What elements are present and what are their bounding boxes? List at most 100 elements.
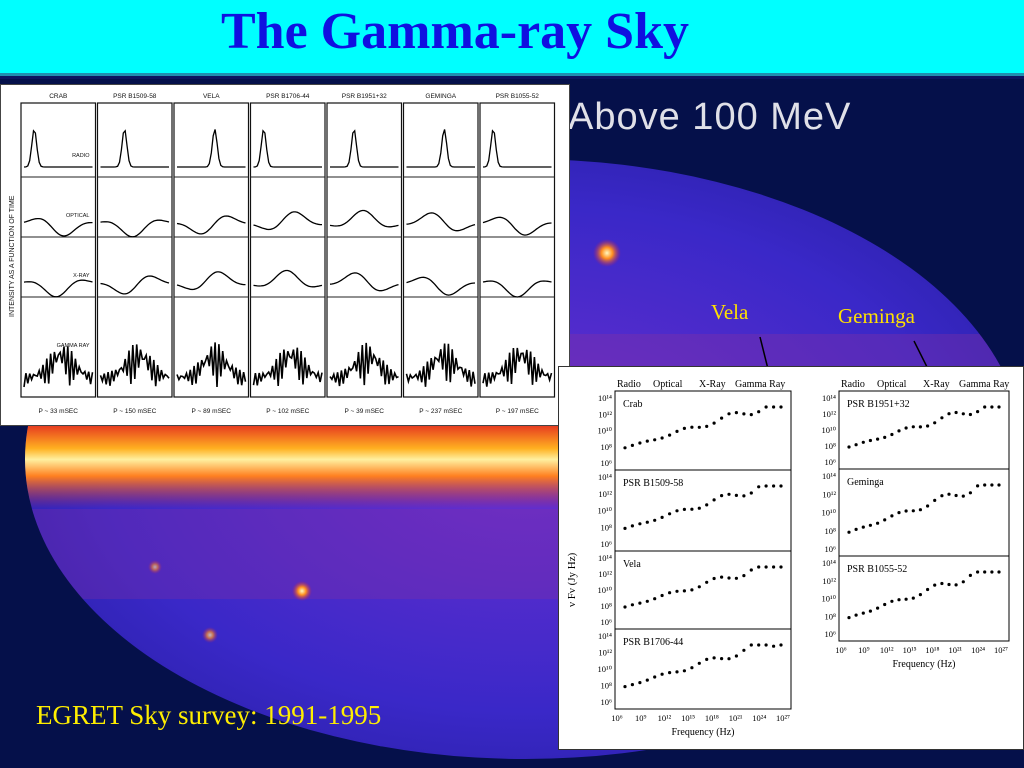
light-curve-trace xyxy=(482,216,552,236)
spectrum-point xyxy=(904,509,908,513)
spectrum-point xyxy=(757,643,761,647)
light-curve-trace xyxy=(177,129,246,168)
spectrum-point xyxy=(911,596,915,600)
x-axis-label: Frequency (Hz) xyxy=(892,659,955,670)
pulsar-period: P ~ 150 mSEC xyxy=(113,408,156,415)
y-tick-label: 10¹⁰ xyxy=(822,594,837,604)
spectrum-point xyxy=(690,588,694,592)
band-header: Radio xyxy=(841,379,865,390)
x-tick-label: 10¹² xyxy=(880,645,894,655)
band-header: Gamma Ray xyxy=(735,379,785,390)
spectrum-point xyxy=(961,494,965,498)
spectrum-point xyxy=(861,440,865,444)
y-tick-label: 10⁸ xyxy=(825,526,837,536)
light-curve-trace xyxy=(23,217,93,237)
spectrum-point xyxy=(764,643,768,647)
y-tick-label: 10⁶ xyxy=(825,457,837,467)
spectrum-point xyxy=(720,575,724,579)
pulsar-period: P ~ 39 mSEC xyxy=(345,408,385,415)
spectrum-point xyxy=(675,429,679,433)
spectrum-point xyxy=(712,421,716,425)
band-header: Gamma Ray xyxy=(959,379,1009,390)
spectrum-point xyxy=(772,484,776,488)
y-tick-label: 10¹⁰ xyxy=(598,585,613,595)
light-curve-trace xyxy=(252,347,323,387)
x-tick-label: 10⁶ xyxy=(835,645,847,655)
spectrum-point xyxy=(705,657,709,661)
spectrum-point xyxy=(961,412,965,416)
pulsar-name: PSR B1951+32 xyxy=(342,93,387,100)
light-curve-trace xyxy=(329,272,399,292)
spectrum-point xyxy=(997,483,1001,487)
y-tick-label: 10¹⁰ xyxy=(598,506,613,516)
band-header: Optical xyxy=(877,379,907,390)
spectrum-point xyxy=(757,565,761,569)
spectrum-point xyxy=(742,412,746,416)
spectrum-point xyxy=(861,525,865,529)
y-tick-label: 10⁸ xyxy=(601,442,613,452)
y-tick-label: 10¹⁰ xyxy=(598,426,613,436)
spectrum-point xyxy=(883,518,887,522)
spectrum-point xyxy=(947,412,951,416)
spectrum-point xyxy=(727,412,731,416)
spectrum-panel-label: PSR B1055-52 xyxy=(847,564,907,575)
x-tick-label: 10²⁴ xyxy=(971,645,985,655)
spectrum-point xyxy=(976,410,980,414)
spectrum-point xyxy=(645,599,649,603)
spectrum-point xyxy=(712,498,716,502)
spectrum-point xyxy=(983,570,987,574)
spectrum-point xyxy=(854,527,858,531)
x-tick-label: 10²¹ xyxy=(948,645,962,655)
x-tick-label: 10⁹ xyxy=(635,713,647,723)
spectrum-point xyxy=(697,425,701,429)
spectrum-point xyxy=(630,603,634,607)
light-curve-trace xyxy=(100,219,170,238)
y-tick-label: 10¹⁴ xyxy=(598,472,612,482)
spectrum-point xyxy=(660,436,664,440)
survey-caption: EGRET Sky survey: 1991-1995 xyxy=(36,700,382,730)
band-header: X-Ray xyxy=(699,379,726,390)
spectrum-point xyxy=(940,494,944,498)
spectrum-point xyxy=(638,522,642,526)
slide-title: The Gamma-ray Sky xyxy=(221,3,689,60)
spectrum-point xyxy=(926,504,930,508)
light-curve-trace xyxy=(329,209,399,228)
spectrum-panel-label: Vela xyxy=(623,559,641,570)
spectrum-point xyxy=(968,491,972,495)
spectrum-point xyxy=(675,589,679,593)
light-curve-trace xyxy=(406,212,476,232)
spectrum-point xyxy=(997,405,1001,409)
spectrum-point xyxy=(954,410,958,415)
spectrum-point xyxy=(933,421,937,425)
light-curve-trace xyxy=(253,269,323,288)
spectrum-point xyxy=(727,576,731,580)
x-tick-label: 10¹⁸ xyxy=(705,713,719,723)
spectrum-panel-label: Crab xyxy=(623,399,642,410)
spectrum-point xyxy=(668,591,672,595)
band-header: Radio xyxy=(617,379,641,390)
spectrum-point xyxy=(764,484,768,488)
spectrum-point xyxy=(976,484,980,488)
light-curve-trace xyxy=(176,271,246,291)
light-curve-trace xyxy=(405,343,476,387)
x-tick-label: 10¹⁵ xyxy=(903,645,917,655)
spectrum-point xyxy=(861,611,865,615)
light-curve-trace xyxy=(99,344,170,387)
spectrum-point xyxy=(712,576,716,581)
spectrum-point xyxy=(897,598,901,602)
light-curve-trace xyxy=(482,280,552,298)
light-curve-column xyxy=(249,102,326,398)
spectrum-point xyxy=(976,570,980,574)
light-curve-trace xyxy=(100,129,169,168)
spectrum-point xyxy=(847,530,851,534)
pulsar-period: P ~ 89 mSEC xyxy=(192,408,232,415)
spectrum-point xyxy=(690,666,694,670)
spectrum-point xyxy=(764,565,768,569)
spectrum-point xyxy=(690,507,694,511)
spectrum-point xyxy=(682,426,686,430)
pulsar-period: P ~ 102 mSEC xyxy=(266,408,309,415)
spectrum-point xyxy=(742,574,746,578)
spectra-y-label: ν Fν (Jy Hz) xyxy=(566,552,578,607)
y-tick-label: 10¹⁴ xyxy=(822,393,836,403)
y-tick-label: 10⁸ xyxy=(601,601,613,611)
